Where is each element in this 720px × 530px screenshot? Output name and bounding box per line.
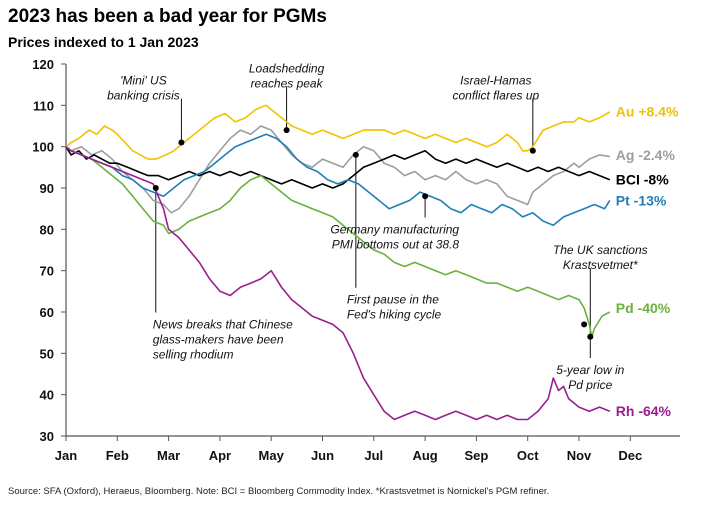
x-tick-label: Nov	[567, 448, 592, 463]
annotation-line: reaches peak	[251, 76, 324, 90]
annotation-line: First pause in the	[347, 293, 439, 307]
series-end-label: Ag -2.4%	[616, 147, 676, 163]
x-tick-label: Oct	[517, 448, 539, 463]
series-line-pd	[65, 146, 611, 338]
chart-source-note: Source: SFA (Oxford), Heraeus, Bloomberg…	[8, 486, 550, 497]
annotation-text: Loadshedding reaches peak	[249, 61, 325, 90]
event-marker	[152, 185, 159, 191]
annotation-line: The UK sanctions	[553, 243, 648, 257]
annotation-line: 'Mini' US	[120, 74, 167, 88]
x-tick-label: Jun	[311, 448, 334, 463]
annotation-line: glass-makers have been	[153, 333, 284, 347]
annotation-text: Germany manufacturing PMI bottoms out at …	[330, 222, 459, 251]
annotation-line: 5-year low in	[556, 363, 624, 377]
annotation-text: First pause in the Fed's hiking cycle	[347, 293, 442, 322]
annotation-line: Pd price	[568, 378, 612, 392]
event-marker	[587, 333, 594, 340]
x-tick-label: Aug	[412, 448, 437, 463]
chart-subtitle: Prices indexed to 1 Jan 2023	[8, 34, 199, 50]
series-line-pt	[65, 133, 611, 226]
x-tick-label: Sep	[464, 448, 488, 463]
series-line-rh	[65, 146, 611, 421]
annotation-text: News breaks that Chinese glass-makers hav…	[153, 318, 293, 362]
chart-title: 2023 has been a bad year for PGMs	[8, 6, 327, 27]
x-tick-label: Jul	[364, 448, 383, 463]
annotation-text: 'Mini' US banking crisis	[107, 74, 180, 103]
event-marker	[529, 147, 536, 154]
x-tick-label: Feb	[106, 448, 129, 463]
annotation-text: Israel-Hamas conflict flares up	[452, 74, 539, 103]
annotation-line: Israel-Hamas	[460, 74, 531, 88]
series-end-label: Au +8.4%	[616, 104, 679, 120]
y-tick-label: 110	[33, 98, 54, 113]
series-end-label: BCI -8%	[616, 172, 669, 188]
x-tick-label: Apr	[209, 448, 231, 463]
annotation-line: conflict flares up	[452, 89, 539, 103]
series-line-ag	[65, 125, 610, 214]
y-tick-label: 60	[40, 305, 54, 320]
annotation-text: 5-year low in Pd price	[556, 363, 624, 392]
y-tick-label: 50	[40, 346, 54, 361]
event-marker	[352, 151, 359, 158]
event-marker	[581, 321, 588, 328]
y-tick-label: 120	[32, 57, 54, 72]
annotation-line: Loadshedding	[249, 61, 325, 75]
series-line-bci	[65, 146, 611, 189]
series-line-au	[65, 104, 611, 160]
annotation-line: Fed's hiking cycle	[347, 308, 442, 322]
x-tick-label: May	[259, 448, 285, 463]
y-tick-label: 30	[40, 429, 54, 444]
series-end-label: Rh -64%	[616, 403, 672, 419]
x-tick-label: Jan	[55, 448, 77, 463]
annotation-line: selling rhodium	[153, 348, 234, 362]
annotation-line: banking crisis	[107, 89, 180, 103]
annotation-line: PMI bottoms out at 38.8	[332, 237, 460, 251]
event-marker	[422, 193, 429, 200]
y-tick-label: 80	[40, 222, 54, 237]
annotation-line: News breaks that Chinese	[153, 318, 293, 332]
x-tick-label: Mar	[157, 448, 180, 463]
y-tick-label: 90	[40, 181, 54, 196]
series-end-label: Pd -40%	[616, 300, 671, 316]
y-tick-label: 40	[40, 388, 54, 403]
y-tick-label: 100	[32, 140, 54, 155]
annotation-line: Germany manufacturing	[330, 222, 459, 236]
event-marker	[283, 127, 290, 134]
annotation-line: Krastsvetmet*	[563, 258, 638, 272]
event-marker	[178, 139, 185, 146]
series-end-label: Pt -13%	[616, 192, 667, 208]
x-tick-label: Dec	[618, 448, 642, 463]
y-tick-label: 70	[40, 264, 54, 279]
annotation-text: The UK sanctions Krastsvetmet*	[553, 243, 648, 272]
